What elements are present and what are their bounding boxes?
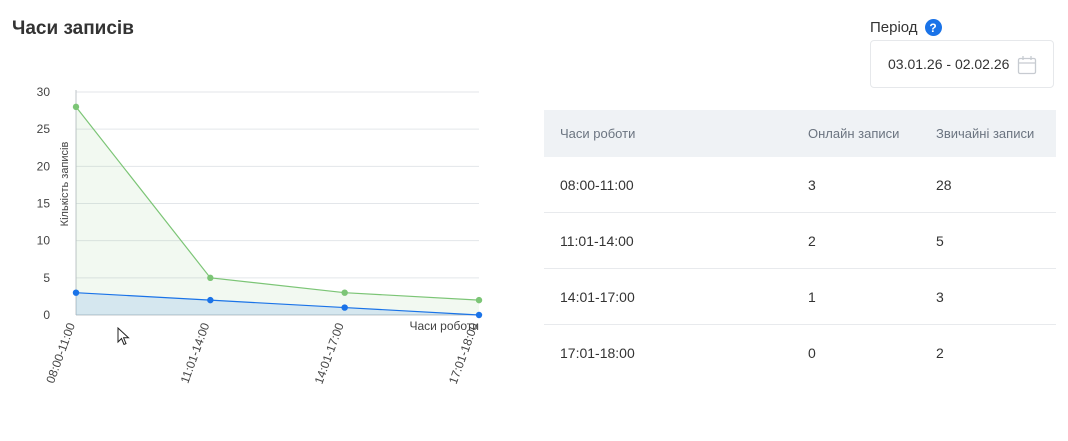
x-tick-label: 11:01-14:00 (178, 321, 213, 385)
cell-regular-records: 28 (936, 157, 1056, 213)
series-1-point (475, 296, 483, 304)
series-1-line (75, 106, 480, 301)
series-2-point (341, 304, 348, 311)
cell-working-hours: 14:01-17:00 (544, 268, 808, 325)
chart-gridlines (75, 90, 479, 316)
y-tick-label: 15 (37, 197, 51, 211)
y-tick-label: 5 (43, 271, 50, 285)
records-chart: 0 5 10 15 20 25 30 08:00-11:00 11:01-14:00 14:01-… (37, 85, 483, 386)
y-tick-label: 25 (37, 122, 51, 136)
page-title: Часи записів (12, 18, 134, 39)
column-header-working-hours: Часи роботи (544, 110, 808, 157)
cell-online-records: 3 (808, 157, 936, 213)
table-row: 08:00-11:00 3 28 (544, 157, 1056, 213)
series-2-point (207, 296, 214, 304)
date-range-value: 03.01.26 - 02.02.26 (888, 56, 1010, 72)
period-label: Період ? (870, 19, 942, 36)
cell-online-records: 1 (808, 268, 936, 325)
series-2-point (475, 311, 483, 319)
table-row: 11:01-14:00 2 5 (544, 212, 1056, 269)
cell-regular-records: 3 (936, 268, 1056, 325)
series-1-point (207, 274, 214, 282)
y-tick-label: 0 (43, 308, 50, 322)
cell-working-hours: 17:01-18:00 (560, 344, 635, 361)
chart-areas (76, 106, 479, 315)
chart-points (72, 103, 483, 319)
y-tick-label: 30 (37, 85, 51, 99)
column-header-online-records: Онлайн записи (808, 110, 936, 157)
series-2-line (75, 292, 480, 316)
x-axis-label: Часи роботи (409, 319, 479, 333)
x-tick-label: 14:01-17:00 (312, 321, 347, 386)
series-1-point (72, 103, 80, 111)
period-label-text: Період (870, 19, 918, 36)
records-table: Часи роботи Онлайн записи Звичайні запис… (544, 110, 1056, 380)
help-icon[interactable]: ? (924, 19, 942, 36)
table-row: 14:01-17:00 1 3 (544, 268, 1056, 325)
cell-online-records: 2 (808, 212, 936, 269)
x-tick-label: 08:00-11:00 (43, 321, 78, 385)
cell-regular-records: 2 (936, 344, 944, 361)
cell-regular-records: 5 (936, 212, 1056, 269)
table-header-row: Часи роботи Онлайн записи Звичайні запис… (544, 110, 1056, 157)
y-tick-label: 10 (37, 234, 51, 248)
series-1-point (341, 289, 348, 296)
series-1-area (76, 106, 479, 315)
calendar-icon (1017, 56, 1037, 75)
cell-online-records: 0 (808, 344, 816, 361)
chart-lines (75, 106, 480, 316)
cell-working-hours: 11:01-14:00 (544, 212, 808, 269)
table-row: 17:01-18:00 0 2 (544, 325, 1056, 381)
y-tick-label: 20 (37, 159, 51, 173)
cell-working-hours: 08:00-11:00 (544, 157, 808, 213)
date-range-picker[interactable]: 03.01.26 - 02.02.26 (870, 40, 1054, 88)
y-axis-label: Кількість записів (59, 142, 71, 227)
mouse-cursor-icon (117, 327, 130, 346)
column-header-regular-records: Звичайні записи (936, 110, 1056, 157)
series-2-point (72, 289, 80, 296)
